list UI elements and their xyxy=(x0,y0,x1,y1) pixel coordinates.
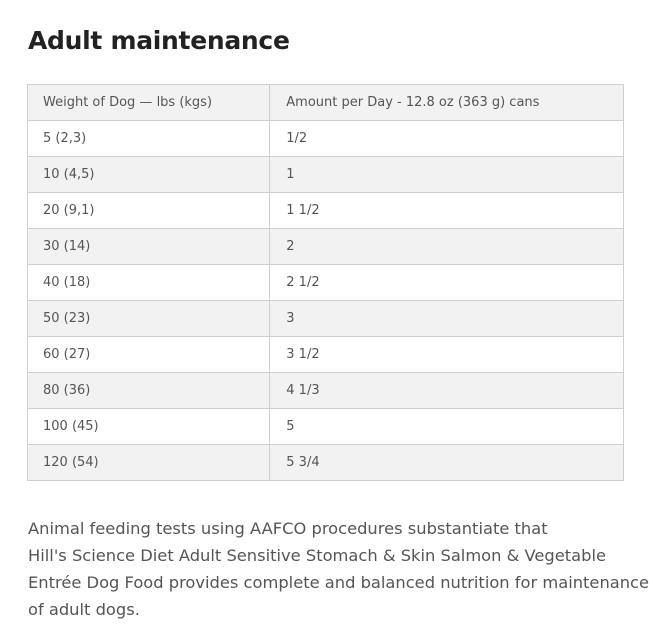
table-cell: 80 (36) xyxy=(26,372,271,409)
table-row: 30 (14) 2 xyxy=(26,228,624,265)
table-cell: 10 (4,5) xyxy=(26,156,271,193)
table-row: 40 (18) 2 1/2 xyxy=(26,264,624,301)
table-cell: 100 (45) xyxy=(26,408,271,445)
table-cell: 5 xyxy=(269,408,624,445)
table-cell: 30 (14) xyxy=(26,228,271,265)
table-cell: 5 3/4 xyxy=(269,444,624,481)
table-row: 10 (4,5) 1 xyxy=(26,156,624,193)
paragraph-line: Hill's Science Diet Adult Sensitive Stom… xyxy=(28,546,606,565)
table-cell: 120 (54) xyxy=(26,444,271,481)
header-row: Weight of Dog — lbs (kgs) Amount per Day … xyxy=(26,84,624,121)
paragraph-line: Animal feeding tests using AAFCO procedu… xyxy=(28,519,548,538)
header-cell: Weight of Dog — lbs (kgs) xyxy=(26,84,271,121)
table-row: 100 (45) 5 xyxy=(26,408,624,445)
table-cell: 20 (9,1) xyxy=(26,192,271,229)
table-cell: 4 1/3 xyxy=(269,372,624,409)
table-cell: 40 (18) xyxy=(26,264,271,301)
table-cell: 60 (27) xyxy=(26,336,271,373)
table-row: 50 (23) 3 xyxy=(26,300,624,337)
feeding-table: Weight of Dog — lbs (kgs) Amount per Day … xyxy=(26,84,624,481)
table-row: 120 (54) 5 3/4 xyxy=(26,444,624,481)
table-cell: 3 1/2 xyxy=(269,336,624,373)
paragraph: Animal feeding tests using AAFCO procedu… xyxy=(28,515,650,623)
table-cell: 1 xyxy=(269,156,624,193)
table-cell: 2 1/2 xyxy=(269,264,624,301)
table-cell: 1 1/2 xyxy=(269,192,624,229)
header-cell: Amount per Day - 12.8 oz (363 g) cans xyxy=(269,84,624,121)
table-cell: 1/2 xyxy=(269,120,624,157)
heading: Adult maintenance xyxy=(28,26,290,55)
table-cell: 2 xyxy=(269,228,624,265)
paragraph-line: of adult dogs. xyxy=(28,600,140,619)
table-row: 5 (2,3) 1/2 xyxy=(26,120,624,157)
table-cell: 50 (23) xyxy=(26,300,271,337)
table-cell: 5 (2,3) xyxy=(26,120,271,157)
table-cell: 3 xyxy=(269,300,624,337)
table-row: 80 (36) 4 1/3 xyxy=(26,372,624,409)
table-row: 20 (9,1) 1 1/2 xyxy=(26,192,624,229)
table-row: 60 (27) 3 1/2 xyxy=(26,336,624,373)
paragraph-line: Entrée Dog Food provides complete and ba… xyxy=(28,573,650,592)
